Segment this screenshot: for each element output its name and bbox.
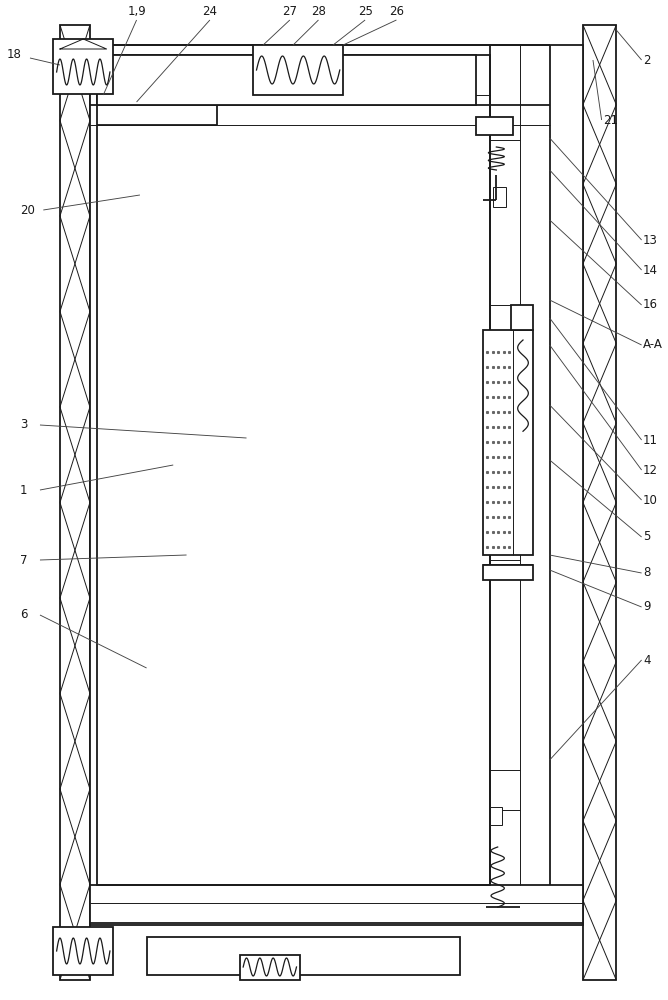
Bar [97, 55, 490, 885]
Text: 25: 25 [357, 5, 373, 18]
Bar [146, 937, 460, 975]
Bar [53, 927, 114, 975]
Bar [493, 187, 506, 207]
Text: 21: 21 [603, 113, 618, 126]
Text: A-A: A-A [643, 338, 663, 352]
Text: 16: 16 [643, 298, 658, 312]
Text: 24: 24 [202, 5, 217, 18]
Bar [483, 330, 533, 555]
Bar [510, 305, 533, 330]
Text: 27: 27 [283, 5, 297, 18]
Text: 8: 8 [643, 566, 651, 580]
Text: 14: 14 [643, 263, 658, 276]
Text: 18: 18 [7, 48, 21, 62]
Text: 1,9: 1,9 [127, 5, 146, 18]
Bar [583, 25, 617, 980]
Bar [476, 117, 513, 135]
Text: 28: 28 [311, 5, 326, 18]
Text: 26: 26 [389, 5, 404, 18]
Bar [97, 55, 476, 105]
Text: 11: 11 [643, 434, 658, 446]
Text: 20: 20 [20, 204, 35, 217]
Bar [253, 45, 343, 95]
Text: 2: 2 [643, 53, 651, 66]
Text: 4: 4 [643, 654, 651, 666]
Text: 5: 5 [643, 530, 651, 544]
Bar [60, 25, 90, 980]
Text: 12: 12 [643, 464, 658, 477]
Text: 9: 9 [643, 600, 651, 613]
Bar [490, 807, 502, 825]
Text: 3: 3 [20, 418, 27, 432]
Bar [240, 955, 300, 980]
Text: 10: 10 [643, 493, 658, 506]
Bar [53, 39, 114, 94]
Text: 13: 13 [643, 233, 658, 246]
Bar [90, 45, 583, 925]
Bar [483, 565, 533, 580]
Text: 1: 1 [20, 484, 27, 496]
Text: 7: 7 [20, 554, 27, 566]
Text: 6: 6 [20, 608, 27, 621]
